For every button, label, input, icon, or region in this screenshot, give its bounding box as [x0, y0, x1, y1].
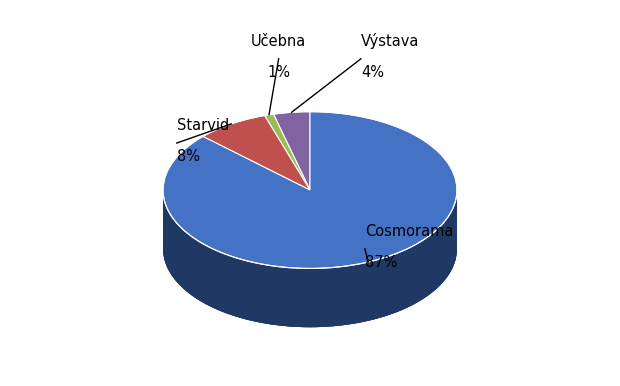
Text: Cosmorama: Cosmorama [365, 224, 453, 239]
Ellipse shape [163, 171, 457, 327]
Text: 8%: 8% [177, 149, 200, 164]
Text: Starvid: Starvid [177, 118, 229, 133]
Text: Učebna: Učebna [251, 34, 306, 49]
Text: 1%: 1% [267, 65, 290, 80]
Text: Výstava: Výstava [361, 33, 419, 49]
Text: 87%: 87% [365, 255, 397, 270]
Text: 4%: 4% [361, 65, 384, 80]
Polygon shape [163, 112, 457, 268]
Polygon shape [203, 115, 310, 190]
Polygon shape [265, 114, 310, 190]
Polygon shape [163, 190, 457, 327]
Polygon shape [163, 190, 457, 327]
Polygon shape [273, 112, 310, 190]
